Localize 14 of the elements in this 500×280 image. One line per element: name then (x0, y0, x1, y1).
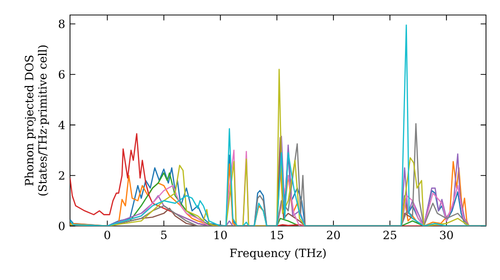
y-tick-label: 0 (58, 222, 65, 230)
y-tick-label: 4 (58, 120, 65, 130)
x-tick-label: 5 (161, 230, 167, 240)
x-tick-label: 10 (214, 230, 227, 240)
x-tick-label: 30 (440, 230, 453, 240)
x-tick-label: 0 (104, 230, 110, 240)
y-tick-label: 2 (58, 171, 64, 180)
y-tick-label: 8 (58, 20, 65, 28)
x-tick-label: 25 (383, 230, 396, 240)
y-tick-label: 6 (58, 70, 65, 79)
y-axis-title: Phonon projected DOS (States/THz·primitive cell) (24, 45, 49, 196)
x-axis-title: Frequency (THz) (230, 248, 326, 260)
x-tick-label: 15 (271, 230, 284, 240)
x-tick-label: 20 (326, 230, 340, 240)
